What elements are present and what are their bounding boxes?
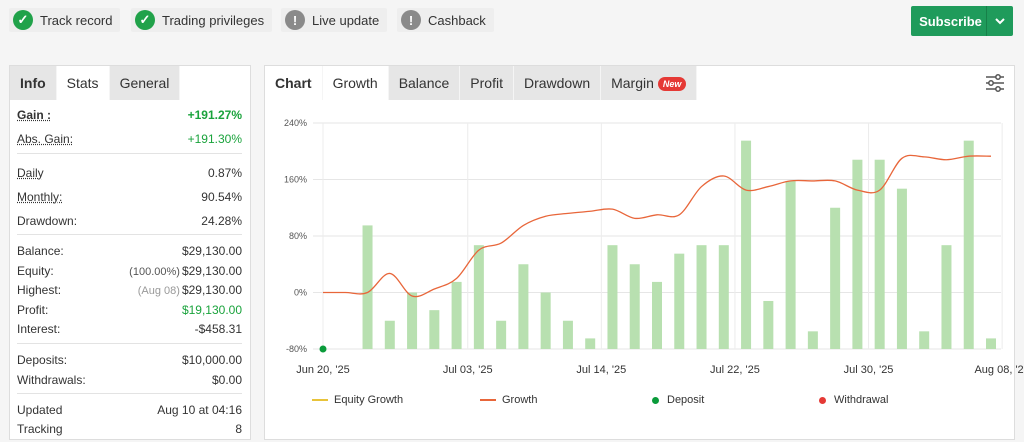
tab-drawdown[interactable]: Drawdown: [513, 66, 602, 100]
stat-updated: Updated Aug 10 at 04:16: [17, 403, 242, 417]
chart-panel: Chart Growth Balance Profit Drawdown Mar…: [264, 65, 1015, 440]
tab-stats[interactable]: Stats: [56, 66, 110, 100]
stat-value: (100.00%) $29,130.00: [129, 264, 242, 278]
stat-value: $10,000.00: [181, 353, 242, 367]
tab-growth[interactable]: Growth: [322, 66, 389, 100]
tab-general[interactable]: General: [109, 66, 181, 100]
stat-value: +191.27%: [187, 108, 242, 122]
stat-value: 24.28%: [201, 214, 242, 228]
legend-dot-icon: [819, 396, 826, 404]
stat-label: Drawdown:: [17, 214, 78, 228]
check-icon: ✓: [135, 10, 155, 30]
badge-label: Cashback: [428, 12, 486, 28]
stat-label: Equity:: [17, 264, 54, 278]
badge-trading-privileges[interactable]: ✓ Trading privileges: [131, 8, 273, 32]
legend-line-icon: [312, 399, 328, 401]
badge-label: Trading privileges: [162, 12, 265, 28]
badge-label: Live update: [312, 12, 380, 28]
stat-monthly: Monthly: 90.54%: [17, 190, 242, 204]
check-icon: ✓: [13, 10, 33, 30]
divider: [17, 393, 242, 394]
equity-percent: (100.00%): [129, 266, 180, 278]
highest-date: (Aug 08): [137, 285, 180, 297]
badge-live-update[interactable]: ! Live update: [281, 8, 388, 32]
stat-interest: Interest: -$458.31: [17, 322, 242, 336]
badge-cashback[interactable]: ! Cashback: [397, 8, 494, 32]
stat-label: Deposits:: [17, 353, 68, 367]
stat-equity: Equity: (100.00%) $29,130.00: [17, 264, 242, 278]
stat-label[interactable]: Daily: [17, 166, 44, 180]
equity-value: $29,130.00: [181, 264, 242, 278]
chart-tabs: Chart Growth Balance Profit Drawdown Mar…: [265, 66, 698, 100]
stat-value: 90.54%: [201, 190, 242, 204]
subscribe-label: Subscribe: [919, 13, 982, 29]
chart-title: Chart: [265, 66, 323, 100]
exclamation-icon: !: [401, 10, 421, 30]
stat-label[interactable]: Monthly:: [17, 190, 63, 204]
stat-value: $19,130.00: [181, 303, 242, 317]
stat-label: Interest:: [17, 322, 61, 336]
stat-label[interactable]: Gain :: [17, 108, 52, 122]
divider: [17, 234, 242, 235]
stat-deposits: Deposits: $10,000.00: [17, 353, 242, 367]
legend-line-icon: [480, 399, 496, 401]
stat-label: Withdrawals:: [17, 373, 86, 387]
stat-highest: Highest: (Aug 08) $29,130.00: [17, 283, 242, 297]
tab-margin-label: Margin: [611, 75, 654, 91]
stat-label[interactable]: Abs. Gain:: [17, 132, 74, 146]
legend-equity-growth[interactable]: Equity Growth: [312, 394, 403, 406]
legend-withdrawal[interactable]: Withdrawal: [819, 394, 888, 406]
stat-daily: Daily 0.87%: [17, 166, 242, 180]
subscribe-button[interactable]: Subscribe: [911, 6, 1013, 36]
stats-panel: Info Stats General Gain : +191.27% Abs. …: [9, 65, 251, 440]
divider: [17, 343, 242, 344]
stat-profit: Profit: $19,130.00: [17, 303, 242, 317]
stat-label: Tracking: [17, 422, 63, 436]
stat-balance: Balance: $29,130.00: [17, 244, 242, 258]
stat-value: 8: [235, 422, 242, 436]
tab-margin[interactable]: Margin New: [601, 66, 698, 100]
stat-value: Aug 10 at 04:16: [157, 403, 242, 417]
legend-label: Equity Growth: [334, 394, 404, 406]
legend-label: Deposit: [667, 394, 705, 406]
stat-label: Updated: [17, 403, 63, 417]
stat-tracking: Tracking 8: [17, 422, 242, 436]
stat-label: Profit:: [17, 303, 49, 317]
highest-value: $29,130.00: [181, 283, 242, 297]
stat-value: +191.30%: [187, 132, 242, 146]
legend-label: Withdrawal: [834, 394, 889, 406]
stat-value: (Aug 08) $29,130.00: [138, 283, 242, 297]
badge-label: Track record: [40, 12, 113, 28]
stat-abs-gain: Abs. Gain: +191.30%: [17, 132, 242, 146]
tab-info[interactable]: Info: [10, 66, 57, 100]
legend-label: Growth: [502, 394, 538, 406]
exclamation-icon: !: [285, 10, 305, 30]
stat-label: Balance:: [17, 244, 64, 258]
new-badge: New: [657, 77, 687, 92]
badge-track-record[interactable]: ✓ Track record: [9, 8, 121, 32]
legend-growth[interactable]: Growth: [480, 394, 537, 406]
chevron-down-icon[interactable]: [986, 6, 1013, 36]
left-tabs: Info Stats General: [10, 66, 181, 100]
legend-deposit[interactable]: Deposit: [652, 394, 704, 406]
stat-value: 0.87%: [207, 166, 242, 180]
legend-dot-icon: [652, 396, 659, 404]
stat-label: Highest:: [17, 283, 62, 297]
stat-value: -$458.31: [194, 322, 242, 336]
filter-settings-icon[interactable]: [984, 72, 1006, 94]
stat-value: $29,130.00: [181, 244, 242, 258]
divider: [17, 153, 242, 154]
stat-drawdown: Drawdown: 24.28%: [17, 214, 242, 228]
tab-balance[interactable]: Balance: [388, 66, 461, 100]
tab-profit[interactable]: Profit: [460, 66, 514, 100]
stat-withdrawals: Withdrawals: $0.00: [17, 373, 242, 387]
stat-gain: Gain : +191.27%: [17, 108, 242, 122]
stat-value: $0.00: [211, 373, 242, 387]
